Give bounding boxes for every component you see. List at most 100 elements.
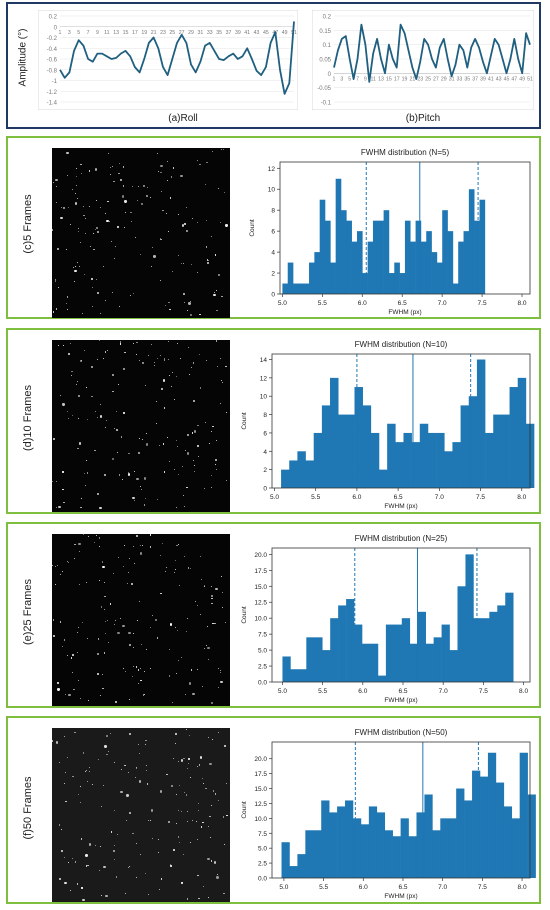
roll-caption: (a)Roll <box>168 113 198 124</box>
star-dot <box>170 865 172 867</box>
star-dot <box>137 619 139 621</box>
star-dot <box>98 546 100 547</box>
star-dot <box>156 357 159 360</box>
star-dot <box>75 383 77 385</box>
star-dot <box>140 679 142 681</box>
star-dot <box>115 876 117 878</box>
histogram-bar <box>370 432 380 488</box>
x-tick-label: 7.0 <box>438 884 447 891</box>
histogram-bar <box>287 262 294 294</box>
star-dot <box>193 471 195 473</box>
star-dot <box>60 216 63 220</box>
star-dot <box>95 228 97 230</box>
histogram-bar <box>351 241 358 294</box>
star-dot <box>114 619 116 621</box>
x-tick-label: 17 <box>132 30 138 36</box>
y-tick-label: 0.0 <box>258 680 267 687</box>
y-tick-label: 0 <box>54 25 58 31</box>
star-dot <box>60 621 62 623</box>
star-dot <box>144 477 147 480</box>
star-dot <box>162 209 164 212</box>
star-dot <box>92 286 94 288</box>
histogram-bar <box>404 220 411 294</box>
star-dot <box>216 439 218 441</box>
axes-frame <box>279 161 531 295</box>
star-dot <box>75 193 76 194</box>
star-dot <box>129 295 131 297</box>
x-tick-label: 5.5 <box>318 688 327 695</box>
histogram-bar <box>505 592 514 682</box>
star-dot <box>210 236 212 238</box>
histogram-bar <box>360 824 370 878</box>
star-dot <box>154 618 157 622</box>
star-dot <box>79 785 81 788</box>
histogram-bar <box>458 241 464 294</box>
star-dot <box>124 545 125 546</box>
histogram-bar <box>282 656 291 682</box>
star-dot <box>77 794 80 796</box>
star-dot <box>192 399 195 402</box>
star-dot <box>132 646 134 648</box>
star-dot <box>210 586 212 588</box>
histogram-bar <box>369 643 379 682</box>
star-dot <box>118 556 119 558</box>
star-dot <box>138 186 139 188</box>
star-dot <box>180 759 184 762</box>
histogram-bar <box>517 377 527 488</box>
star-dot <box>211 598 213 600</box>
star-dot <box>133 471 136 473</box>
star-dot <box>125 819 128 822</box>
histogram-bar <box>383 210 390 294</box>
star-dot <box>168 820 171 824</box>
star-dot <box>104 633 106 634</box>
star-dot <box>200 579 202 581</box>
star-dot <box>180 174 183 178</box>
star-dot <box>82 752 85 754</box>
histogram-bar <box>472 770 481 878</box>
star-dot <box>207 260 209 262</box>
star-dot <box>57 287 59 288</box>
star-dot <box>126 582 128 584</box>
histogram-bar <box>410 241 416 294</box>
star-dot <box>177 836 179 838</box>
y-tick-label: 0.15 <box>319 29 331 35</box>
star-dot <box>174 469 176 471</box>
x-tick-label: 19 <box>402 76 408 82</box>
star-dot <box>181 224 185 227</box>
star-dot <box>225 412 227 414</box>
star-dot <box>117 452 119 453</box>
star-dot <box>122 624 125 627</box>
x-tick-label: 7.5 <box>476 494 485 501</box>
star-dot <box>82 898 85 902</box>
histogram-bar <box>527 794 536 878</box>
star-dot <box>221 606 224 609</box>
star-dot <box>139 485 142 488</box>
y-tick-label: -0.6 <box>47 58 58 64</box>
star-dot <box>87 536 89 538</box>
star-dot <box>52 564 54 566</box>
star-dot <box>180 656 182 658</box>
star-dot <box>104 581 106 583</box>
star-dot <box>220 672 221 673</box>
star-dot <box>111 292 113 293</box>
star-image <box>52 534 230 706</box>
star-dot <box>117 833 118 835</box>
star-dot <box>135 766 138 769</box>
star-dot <box>145 740 147 742</box>
star-dot <box>83 214 85 216</box>
star-dot <box>149 626 151 628</box>
star-dot <box>122 368 126 371</box>
star-dot <box>155 400 158 402</box>
star-dot <box>211 487 212 488</box>
star-dot <box>204 586 205 587</box>
star-dot <box>142 545 144 547</box>
star-dot <box>150 534 152 536</box>
star-dot <box>197 424 199 426</box>
star-dot <box>71 654 75 657</box>
star-dot <box>122 667 124 669</box>
star-dot <box>170 863 171 865</box>
y-tick-label: 0.2 <box>49 15 58 21</box>
histogram-bar <box>298 669 307 682</box>
star-dot <box>148 355 150 357</box>
star-dot <box>64 772 66 774</box>
